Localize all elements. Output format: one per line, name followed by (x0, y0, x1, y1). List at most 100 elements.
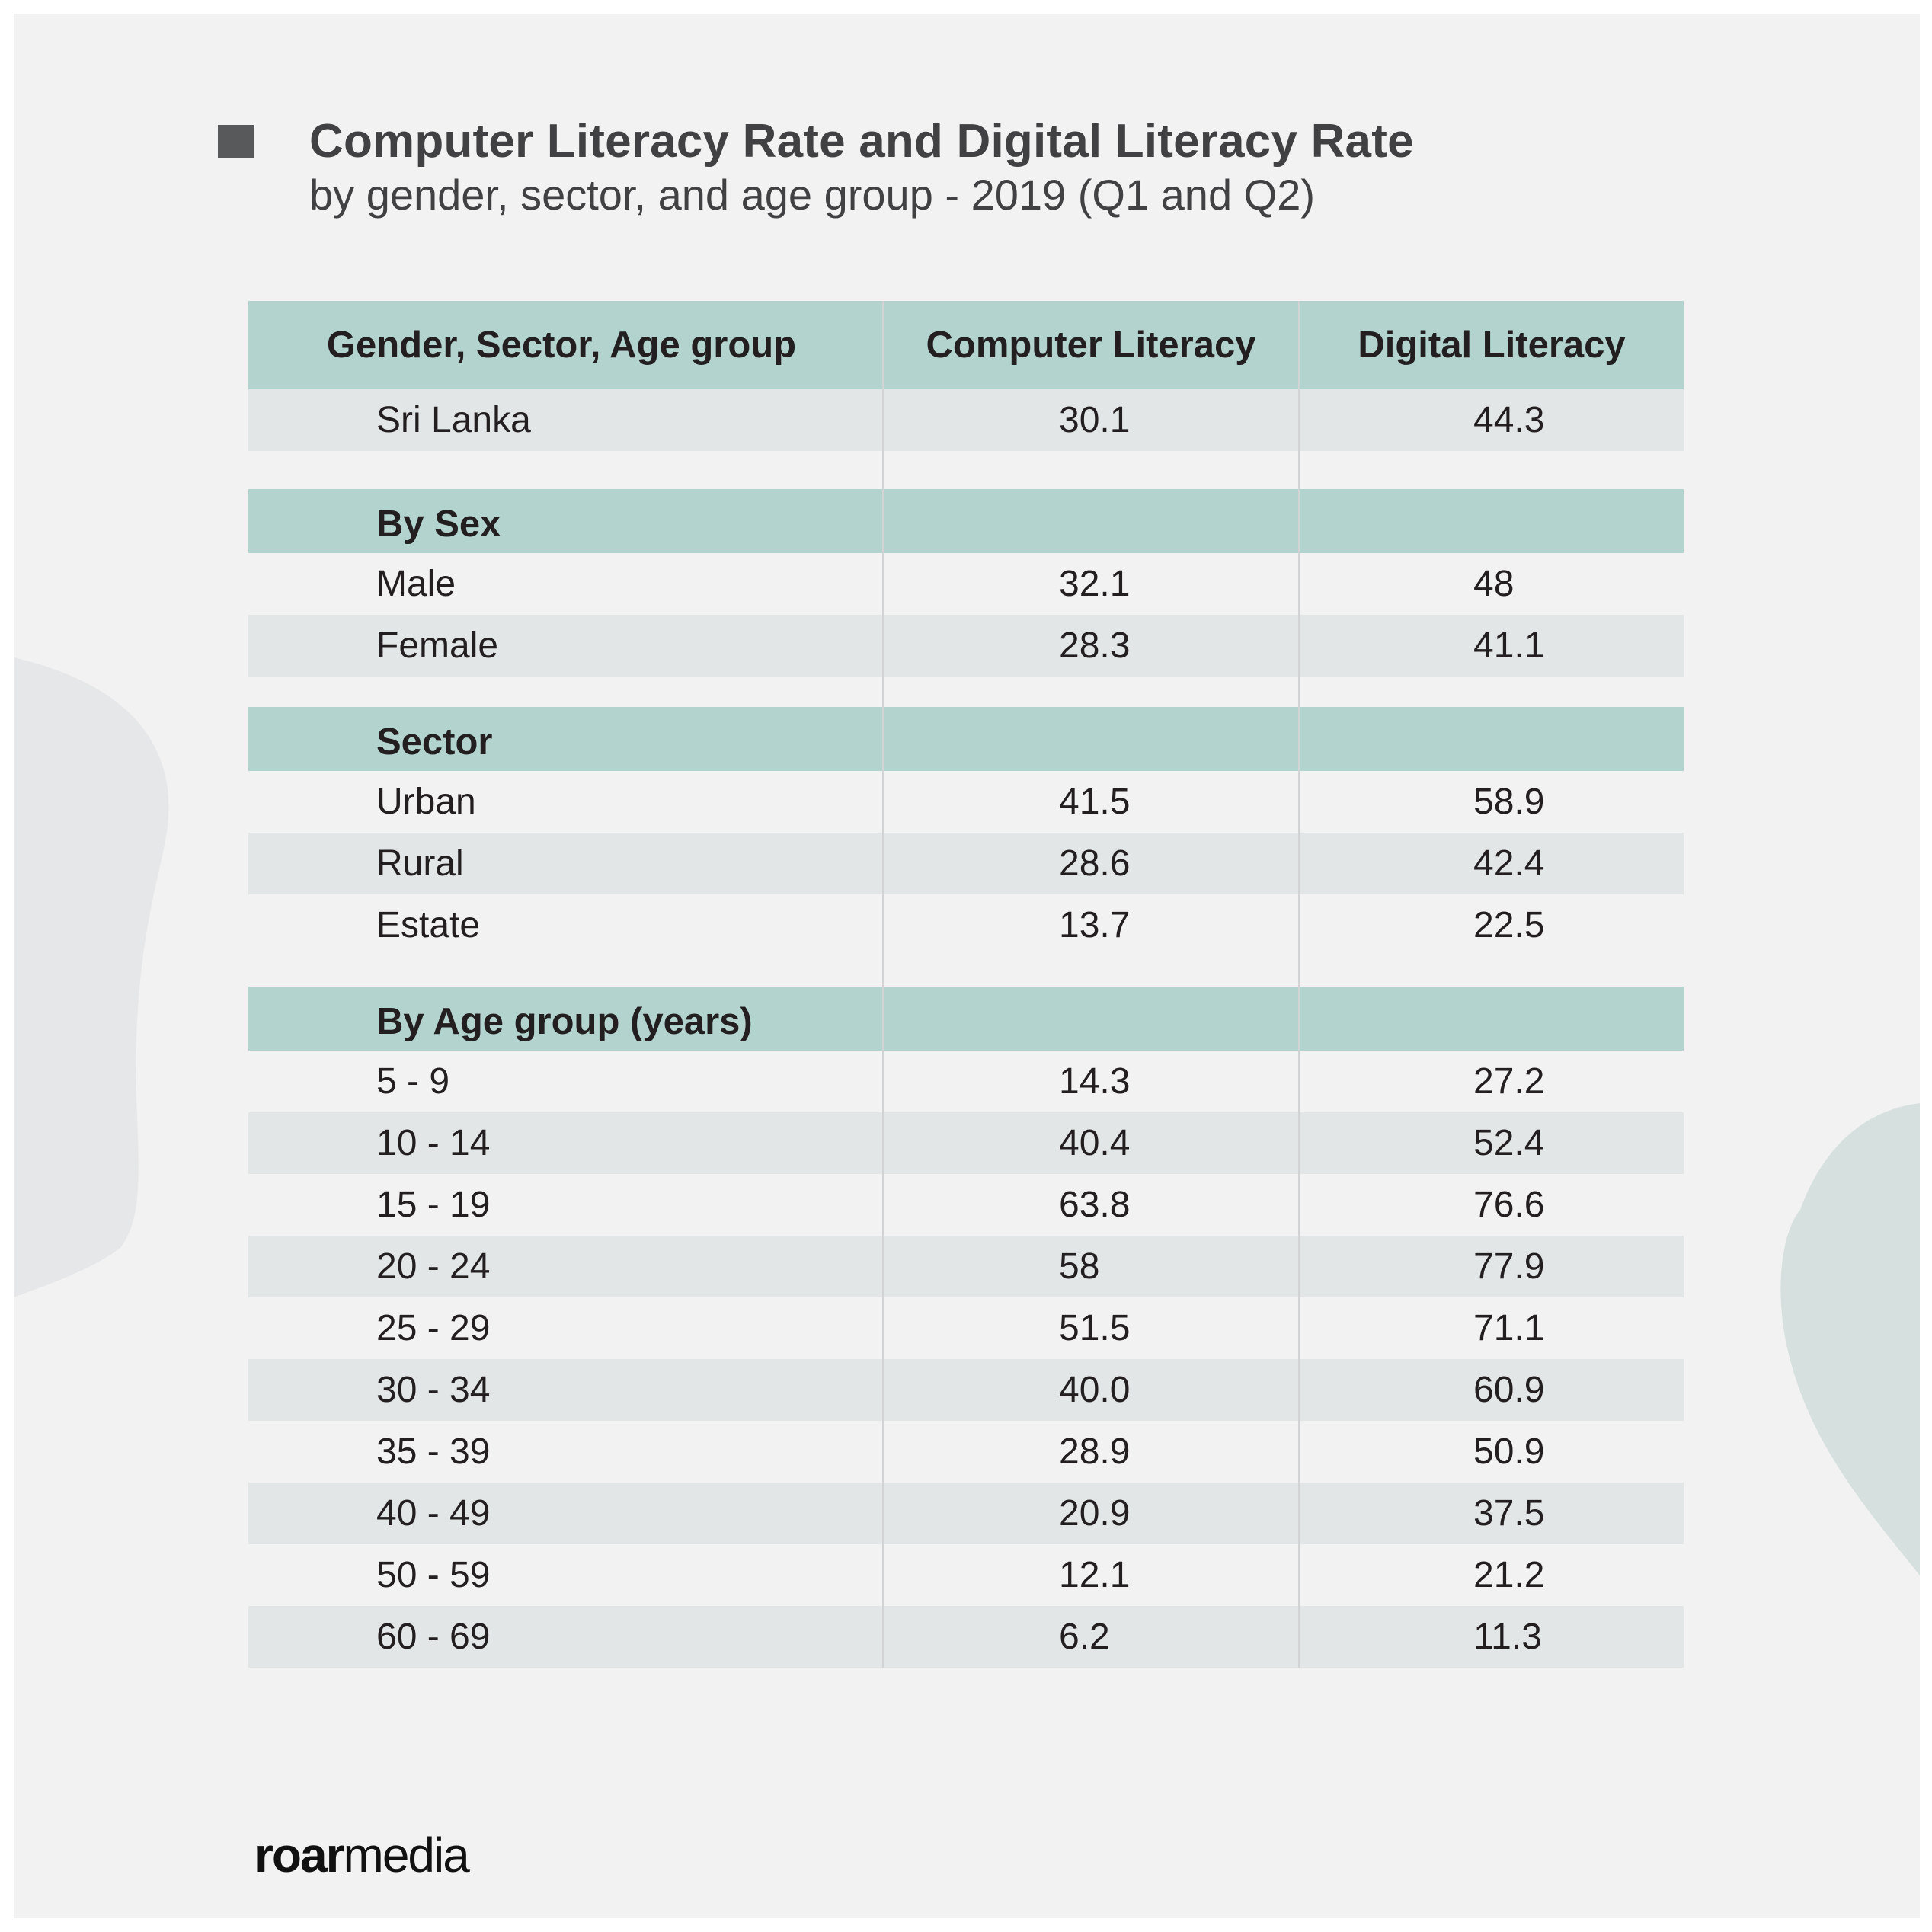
row-label: 25 - 29 (376, 1308, 491, 1348)
row-label: 40 - 49 (376, 1493, 491, 1534)
table-section-row: By Age group (years) (248, 987, 1684, 1051)
digital-literacy-value: 27.2 (1298, 1051, 1684, 1112)
digital-literacy-value: 41.1 (1298, 615, 1684, 677)
section-label: By Sex (376, 504, 501, 545)
row-label: 15 - 19 (376, 1185, 491, 1225)
table-row: 35 - 39 28.9 50.9 (248, 1421, 1684, 1483)
digital-literacy-value: 42.4 (1298, 833, 1684, 894)
digital-literacy-value (1298, 956, 1684, 987)
computer-literacy-value: 6.2 (882, 1606, 1298, 1668)
computer-literacy-value (882, 451, 1298, 489)
background-decoration (14, 657, 1920, 1575)
row-label: 20 - 24 (376, 1246, 491, 1287)
table-row: 30 - 34 40.0 60.9 (248, 1359, 1684, 1421)
column-header-digital-literacy: Digital Literacy (1298, 301, 1684, 389)
computer-literacy-value: 14.3 (882, 1051, 1298, 1112)
chart-title: Computer Literacy Rate and Digital Liter… (309, 115, 1414, 168)
row-label: 30 - 34 (376, 1370, 491, 1410)
logo-part-media: media (343, 1828, 470, 1882)
computer-literacy-value (882, 677, 1298, 707)
digital-literacy-value: 71.1 (1298, 1297, 1684, 1359)
computer-literacy-value: 12.1 (882, 1544, 1298, 1606)
table-row: 15 - 19 63.8 76.6 (248, 1174, 1684, 1236)
literacy-table: Gender, Sector, Age group Computer Liter… (248, 301, 1684, 1668)
table-row: Sri Lanka 30.1 44.3 (248, 389, 1684, 451)
digital-literacy-value: 77.9 (1298, 1236, 1684, 1297)
row-label: 10 - 14 (376, 1123, 491, 1163)
row-label: Sri Lanka (376, 400, 531, 440)
computer-literacy-value: 63.8 (882, 1174, 1298, 1236)
computer-literacy-value: 28.6 (882, 833, 1298, 894)
row-label (248, 451, 882, 489)
chart-subtitle: by gender, sector, and age group - 2019 … (309, 171, 1315, 219)
digital-literacy-value: 76.6 (1298, 1174, 1684, 1236)
digital-literacy-value (1298, 677, 1684, 707)
computer-literacy-value: 40.4 (882, 1112, 1298, 1174)
table-row: Urban 41.5 58.9 (248, 771, 1684, 833)
row-label: Rural (376, 843, 464, 884)
digital-literacy-value (1298, 451, 1684, 489)
right-background-blob (1780, 1103, 1920, 1575)
digital-literacy-value: 52.4 (1298, 1112, 1684, 1174)
table-row: Female 28.3 41.1 (248, 615, 1684, 677)
table-row: Male 32.1 48 (248, 553, 1684, 615)
computer-literacy-value: 41.5 (882, 771, 1298, 833)
digital-literacy-value (1298, 707, 1684, 771)
digital-literacy-value: 50.9 (1298, 1421, 1684, 1483)
row-label: 35 - 39 (376, 1431, 491, 1472)
digital-literacy-value: 58.9 (1298, 771, 1684, 833)
table-row: 10 - 14 40.4 52.4 (248, 1112, 1684, 1174)
computer-literacy-value: 20.9 (882, 1483, 1298, 1544)
table-section-row: Sector (248, 707, 1684, 771)
digital-literacy-value: 48 (1298, 553, 1684, 615)
computer-literacy-value: 13.7 (882, 894, 1298, 956)
left-background-blob (14, 657, 169, 1297)
row-label (248, 956, 882, 987)
table-row: 40 - 49 20.9 37.5 (248, 1483, 1684, 1544)
computer-literacy-value (882, 489, 1298, 553)
computer-literacy-value (882, 956, 1298, 987)
row-label: Urban (376, 782, 476, 822)
table-header-row: Gender, Sector, Age group Computer Liter… (248, 301, 1684, 389)
table-row: Rural 28.6 42.4 (248, 833, 1684, 894)
digital-literacy-value (1298, 489, 1684, 553)
table-row: 25 - 29 51.5 71.1 (248, 1297, 1684, 1359)
table-spacer-row (248, 677, 1684, 707)
row-label: Estate (376, 905, 481, 945)
logo-part-roar: roar (254, 1828, 344, 1882)
column-header-computer-literacy: Computer Literacy (882, 301, 1298, 389)
row-label: 5 - 9 (376, 1061, 450, 1102)
digital-literacy-value: 60.9 (1298, 1359, 1684, 1421)
computer-literacy-value: 28.3 (882, 615, 1298, 677)
digital-literacy-value: 37.5 (1298, 1483, 1684, 1544)
table-row: 5 - 9 14.3 27.2 (248, 1051, 1684, 1112)
computer-literacy-value: 58 (882, 1236, 1298, 1297)
row-label: 50 - 59 (376, 1555, 491, 1595)
section-label: By Age group (years) (376, 1001, 753, 1042)
table-section-row: By Sex (248, 489, 1684, 553)
roarmedia-logo: roarmedia (254, 1827, 470, 1883)
table-row: Estate 13.7 22.5 (248, 894, 1684, 956)
digital-literacy-value: 11.3 (1298, 1606, 1684, 1668)
table-row: 60 - 69 6.2 11.3 (248, 1606, 1684, 1668)
computer-literacy-value (882, 987, 1298, 1051)
row-label: Female (376, 625, 499, 666)
computer-literacy-value: 32.1 (882, 553, 1298, 615)
digital-literacy-value (1298, 987, 1684, 1051)
computer-literacy-value: 40.0 (882, 1359, 1298, 1421)
table-row: 20 - 24 58 77.9 (248, 1236, 1684, 1297)
infographic-canvas: Computer Literacy Rate and Digital Liter… (14, 14, 1920, 1918)
table-row: 50 - 59 12.1 21.2 (248, 1544, 1684, 1606)
table-spacer-row (248, 451, 1684, 489)
row-label (248, 677, 882, 707)
table-spacer-row (248, 956, 1684, 987)
column-header-group: Gender, Sector, Age group (326, 325, 797, 366)
digital-literacy-value: 44.3 (1298, 389, 1684, 451)
computer-literacy-value: 30.1 (882, 389, 1298, 451)
row-label: 60 - 69 (376, 1617, 491, 1657)
row-label: Male (376, 564, 456, 604)
digital-literacy-value: 21.2 (1298, 1544, 1684, 1606)
section-label: Sector (376, 721, 493, 763)
computer-literacy-value (882, 707, 1298, 771)
computer-literacy-value: 28.9 (882, 1421, 1298, 1483)
